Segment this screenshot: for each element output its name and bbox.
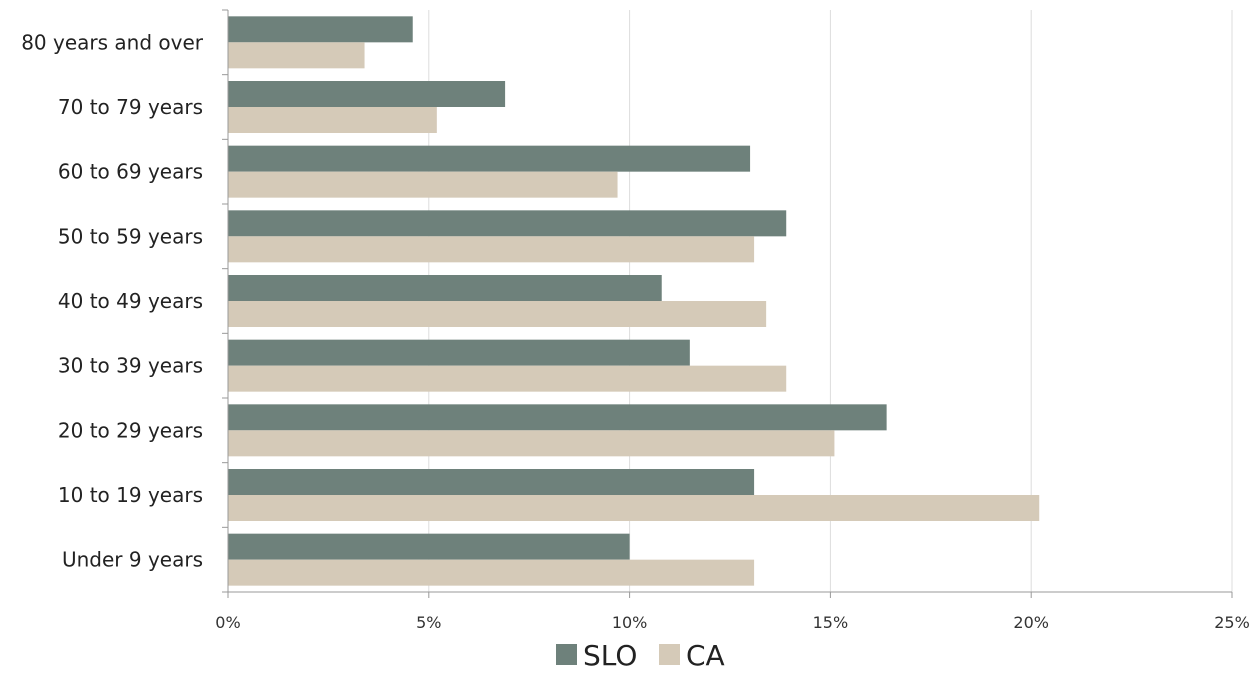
category-label: Under 9 years	[62, 548, 203, 572]
bar-ca	[228, 495, 1040, 521]
legend-swatch-slo	[556, 644, 577, 665]
legend-label-slo: SLO	[583, 639, 637, 672]
bar-slo	[228, 275, 662, 301]
bar-slo	[228, 16, 413, 43]
bar-slo	[228, 533, 630, 560]
bar-slo	[228, 210, 787, 237]
bar-ca	[228, 107, 437, 133]
bar-ca	[228, 365, 787, 392]
x-tick-label: 10%	[612, 613, 648, 632]
bar-slo	[228, 145, 751, 172]
legend: SLO CA	[556, 639, 725, 672]
legend-label-ca: CA	[686, 639, 725, 672]
category-label: 10 to 19 years	[58, 483, 203, 507]
bar-ca	[228, 559, 755, 586]
category-label: 80 years and over	[21, 30, 204, 54]
bar-slo	[228, 469, 755, 495]
bar-ca	[228, 430, 835, 457]
category-labels: 80 years and over 70 to 79 years 60 to 69 …	[21, 30, 204, 571]
bar-slo	[228, 339, 690, 366]
x-tick-label: 25%	[1214, 613, 1250, 632]
bar-ca	[228, 236, 755, 263]
bars	[228, 16, 1040, 586]
x-tick-label: 20%	[1013, 613, 1049, 632]
bar-slo	[228, 81, 506, 107]
x-tick-label: 15%	[813, 613, 849, 632]
x-tick-label: 5%	[416, 613, 441, 632]
x-tick-labels: 0% 5% 10% 15% 20% 25%	[215, 613, 1249, 632]
category-label: 20 to 29 years	[58, 418, 203, 442]
category-label: 40 to 49 years	[58, 289, 203, 313]
category-label: 70 to 79 years	[58, 95, 203, 119]
category-label: 30 to 39 years	[58, 354, 203, 378]
bar-ca	[228, 42, 365, 69]
legend-swatch-ca	[659, 644, 680, 665]
bar-ca	[228, 301, 767, 327]
axes	[222, 9, 1233, 598]
bar-slo	[228, 404, 887, 431]
bar-ca	[228, 171, 618, 198]
x-tick-label: 0%	[215, 613, 240, 632]
category-label: 60 to 69 years	[58, 160, 203, 184]
category-label: 50 to 59 years	[58, 224, 203, 248]
